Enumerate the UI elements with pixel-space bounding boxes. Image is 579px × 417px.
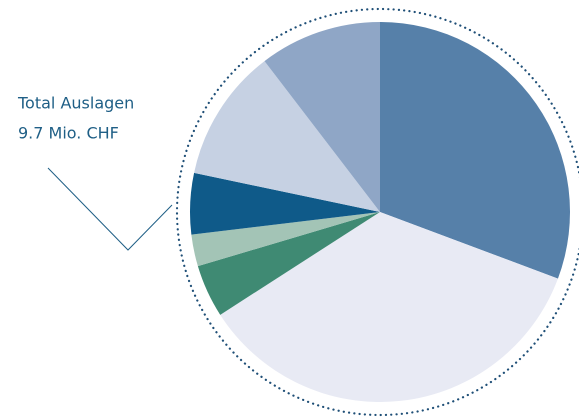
pie-slice [264, 21, 380, 212]
pie-slice [191, 212, 380, 267]
pie-slice [197, 212, 380, 315]
annotation-leader [47, 167, 173, 251]
pie-slice [220, 212, 558, 403]
pie-slice [380, 22, 570, 279]
pie-slice [194, 61, 380, 213]
slices [190, 21, 570, 403]
pie-slice [190, 172, 380, 235]
outer-ring [175, 7, 579, 417]
annotation-line: Total Auslagen [17, 94, 134, 113]
annotation-line: 9.7 Mio. CHF [18, 124, 119, 143]
